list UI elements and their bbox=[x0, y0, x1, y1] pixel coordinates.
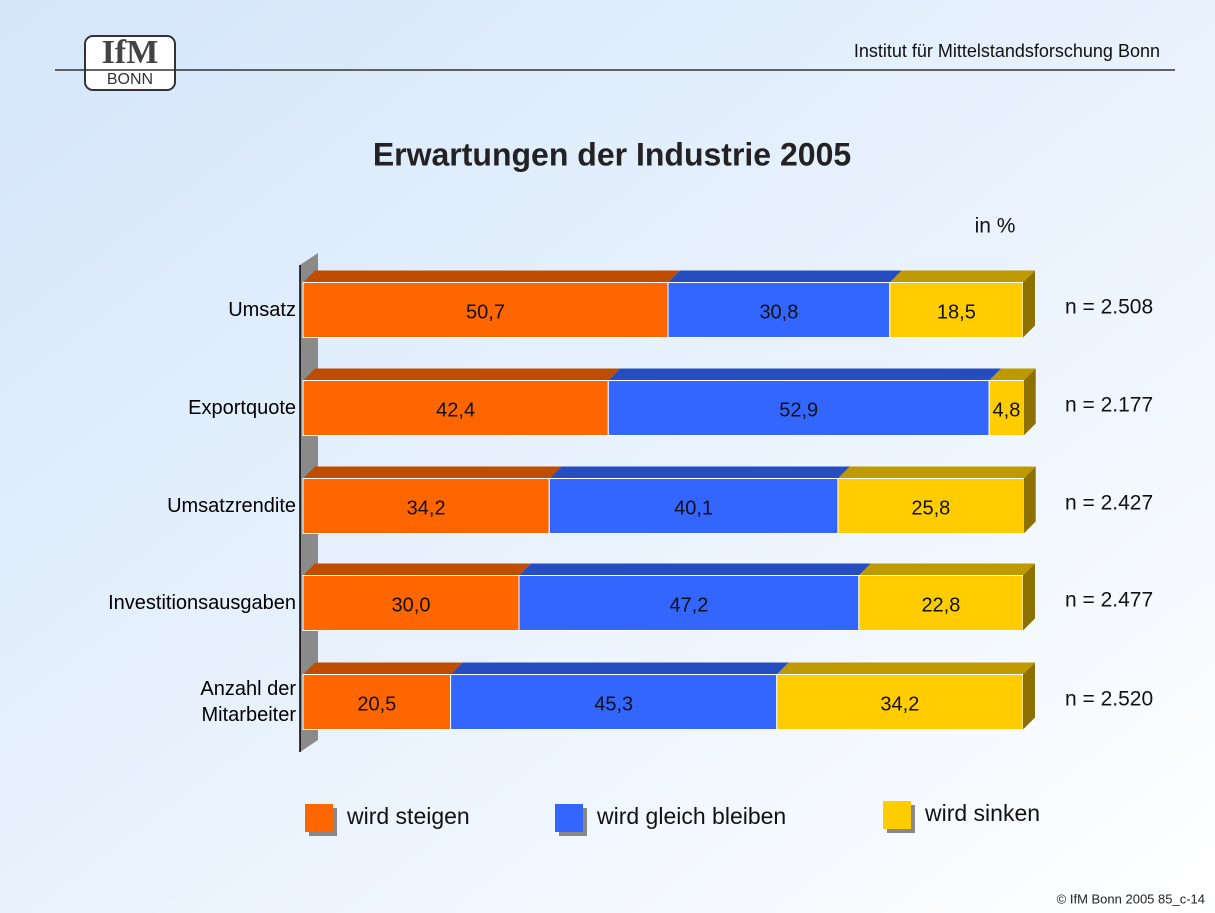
n-label: n = 2.477 bbox=[1065, 589, 1153, 612]
chart-title: Erwartungen der Industrie 2005 bbox=[373, 136, 851, 172]
category-label: Exportquote bbox=[188, 397, 296, 419]
bar-top bbox=[519, 563, 871, 576]
bar-top bbox=[989, 368, 1036, 381]
value-label: 34,2 bbox=[880, 693, 919, 715]
bar-top bbox=[889, 270, 1035, 283]
bar-top bbox=[303, 662, 463, 675]
value-label: 22,8 bbox=[921, 594, 960, 616]
bar-top bbox=[303, 368, 621, 381]
bar-top bbox=[303, 270, 681, 283]
bar-top bbox=[303, 563, 531, 576]
bar-segment bbox=[302, 282, 669, 338]
bar-top bbox=[776, 662, 1035, 675]
value-label: 30,0 bbox=[392, 594, 431, 616]
bar-top bbox=[858, 563, 1035, 576]
bar-side bbox=[1023, 368, 1036, 436]
n-label: n = 2.508 bbox=[1065, 296, 1153, 319]
bar-segment bbox=[548, 478, 839, 534]
value-label: 25,8 bbox=[911, 497, 950, 519]
institute: Institut für Mittelstandsforschung Bonn bbox=[854, 41, 1160, 61]
bar-segment bbox=[302, 478, 550, 534]
value-label: 18,5 bbox=[937, 301, 976, 323]
value-label: 40,1 bbox=[674, 497, 713, 519]
value-label: 50,7 bbox=[466, 301, 505, 323]
legend-swatch bbox=[883, 801, 911, 829]
bar-top bbox=[608, 368, 1002, 381]
bar-segment bbox=[988, 380, 1025, 436]
bar-top bbox=[303, 466, 562, 479]
category-label: Umsatzrendite bbox=[167, 495, 296, 517]
bar-side bbox=[1023, 466, 1036, 534]
value-label: 52,9 bbox=[779, 399, 818, 421]
logo-sub: BONN bbox=[107, 71, 153, 88]
legend-label: wird gleich bleiben bbox=[596, 803, 786, 829]
logo-text: IfM bbox=[102, 34, 159, 71]
bar-segment bbox=[776, 674, 1024, 730]
legend-swatch bbox=[305, 804, 333, 832]
value-label: 4,8 bbox=[993, 399, 1021, 421]
category-label: Investitionsausgaben bbox=[108, 592, 296, 614]
bar-top bbox=[668, 270, 902, 283]
bar-side bbox=[1023, 662, 1035, 730]
bar-side bbox=[1023, 270, 1035, 338]
logo-box bbox=[84, 35, 176, 91]
n-label: n = 2.427 bbox=[1065, 492, 1153, 515]
bar-side bbox=[1023, 563, 1035, 631]
bar-segment bbox=[302, 380, 609, 436]
bar-segment bbox=[837, 478, 1025, 534]
bar-segment bbox=[302, 674, 452, 730]
legend-label: wird steigen bbox=[346, 803, 470, 829]
n-label: n = 2.177 bbox=[1065, 394, 1153, 417]
bar-segment bbox=[607, 380, 990, 436]
bar-segment bbox=[518, 575, 860, 631]
bar-top bbox=[549, 466, 850, 479]
legend-label: wird sinken bbox=[924, 800, 1040, 826]
unit-label: in % bbox=[975, 215, 1016, 238]
bar-segment bbox=[450, 674, 778, 730]
bar-segment bbox=[302, 575, 520, 631]
value-label: 47,2 bbox=[669, 594, 708, 616]
value-label: 30,8 bbox=[759, 301, 798, 323]
n-label: n = 2.520 bbox=[1065, 688, 1153, 711]
bar-top bbox=[450, 662, 789, 675]
value-label: 20,5 bbox=[357, 693, 396, 715]
bar-top bbox=[837, 466, 1036, 479]
value-label: 42,4 bbox=[436, 399, 475, 421]
legend-swatch bbox=[555, 804, 583, 832]
category-label: Umsatz bbox=[228, 299, 296, 321]
value-label: 45,3 bbox=[594, 693, 633, 715]
bar-segment bbox=[858, 575, 1024, 631]
category-label: Anzahl der Mitarbeiter bbox=[200, 678, 296, 726]
footer: © IfM Bonn 2005 85_c-14 bbox=[1057, 891, 1205, 906]
value-label: 34,2 bbox=[407, 497, 446, 519]
